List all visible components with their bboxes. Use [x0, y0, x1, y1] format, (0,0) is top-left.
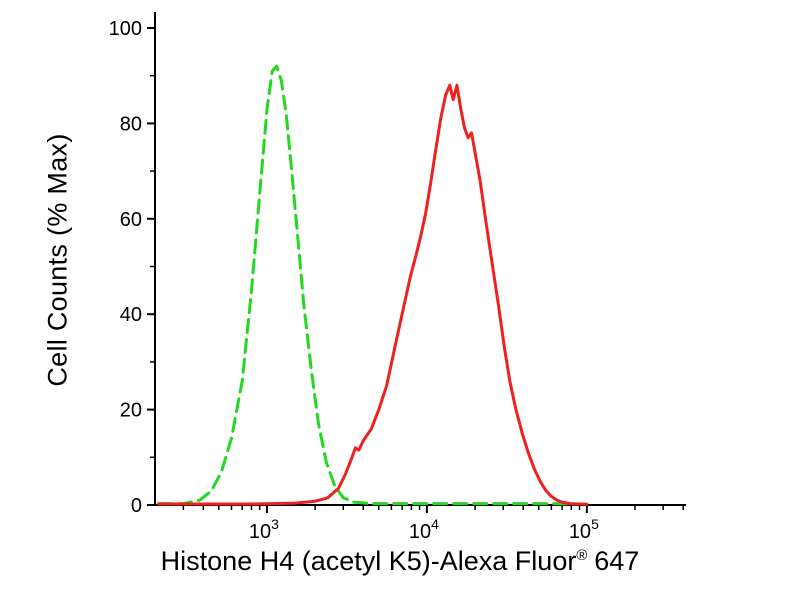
- x-tick-label: 103: [249, 516, 279, 543]
- y-tick-label: 40: [120, 304, 142, 326]
- series-red-solid-stained: [157, 83, 589, 506]
- y-axis-title: Cell Counts (% Max): [42, 133, 73, 387]
- registered-trademark-icon: ®: [576, 548, 588, 564]
- y-tick-label: 80: [120, 113, 142, 135]
- axis-lines: [154, 12, 686, 506]
- y-tick-label: 0: [131, 495, 142, 517]
- y-tick-label: 100: [109, 18, 142, 40]
- x-axis-title-tail: 647: [594, 546, 640, 576]
- x-tick-label: 105: [569, 516, 599, 543]
- y-tick-label: 20: [120, 400, 142, 422]
- x-axis-title-main: Histone H4 (acetyl K5)-Alexa Fluor: [160, 546, 577, 576]
- y-tick-label: 60: [120, 209, 142, 231]
- x-axis-title: Histone H4 (acetyl K5)-Alexa Fluor® 647: [0, 546, 800, 577]
- series-green-dashed-control: [157, 64, 581, 506]
- x-tick-label: 104: [409, 516, 439, 543]
